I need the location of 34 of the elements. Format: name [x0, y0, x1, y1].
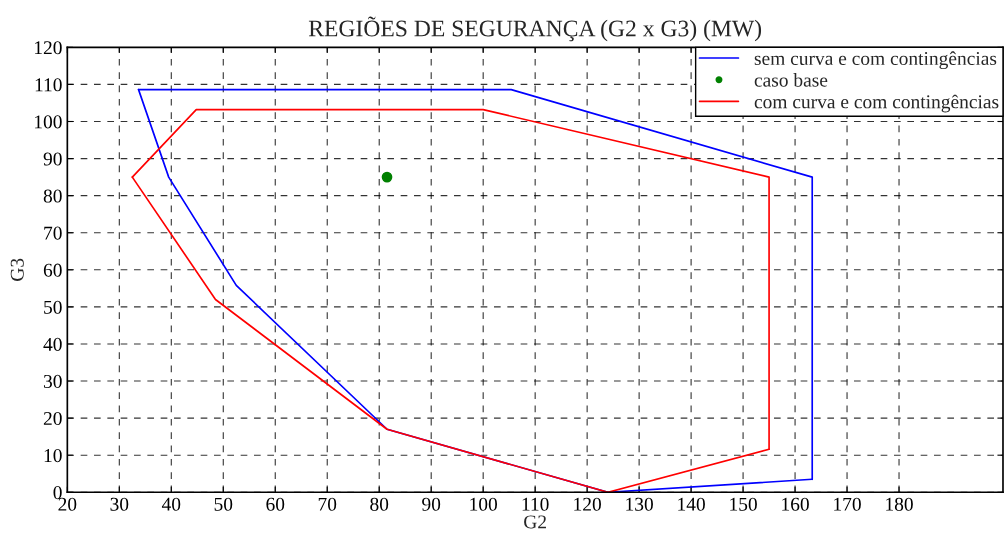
x-tick-label: 50	[214, 497, 233, 511]
x-tick-label: 140	[678, 497, 705, 511]
y-tick-label: 80	[43, 189, 62, 203]
legend-label: com curva e com contingências	[754, 94, 999, 113]
x-tick-label: 160	[782, 497, 809, 511]
x-tick-label: 110	[522, 497, 549, 511]
x-axis-title: G2	[524, 515, 546, 529]
y-tick-label: 120	[35, 41, 62, 55]
x-tick-label: 90	[422, 497, 441, 511]
y-tick-label: 100	[35, 115, 62, 129]
y-tick-label: 10	[44, 449, 62, 463]
x-tick-label: 100	[470, 497, 498, 511]
x-tick-label: 120	[574, 497, 601, 511]
y-tick-label: 30	[43, 374, 62, 388]
x-tick-label: 180	[886, 497, 913, 511]
x-tick-label: 30	[110, 497, 129, 511]
x-tick-label: 40	[161, 497, 181, 511]
legend-label: caso base	[754, 73, 828, 87]
x-tick-label: 80	[370, 497, 389, 511]
legend-label: sem curva e com contingências	[754, 51, 997, 70]
x-tick-label: 130	[626, 497, 653, 511]
y-tick-label: 110	[35, 78, 62, 92]
x-tick-label: 170	[834, 497, 861, 511]
y-tick-label: 90	[43, 152, 62, 166]
y-tick-label: 70	[44, 226, 62, 240]
chart-title: REGIÕES DE SEGURANÇA (G2 x G3) (MW)	[308, 16, 762, 42]
x-tick-label: 60	[266, 497, 285, 511]
y-tick-label: 20	[43, 411, 62, 426]
y-axis-title: G3	[10, 258, 24, 281]
y-tick-label: 40	[43, 337, 62, 351]
x-tick-label: 70	[318, 497, 337, 511]
y-tick-label: 50	[44, 300, 62, 314]
y-tick-label: 60	[43, 263, 62, 277]
x-tick-label: 150	[730, 497, 757, 511]
